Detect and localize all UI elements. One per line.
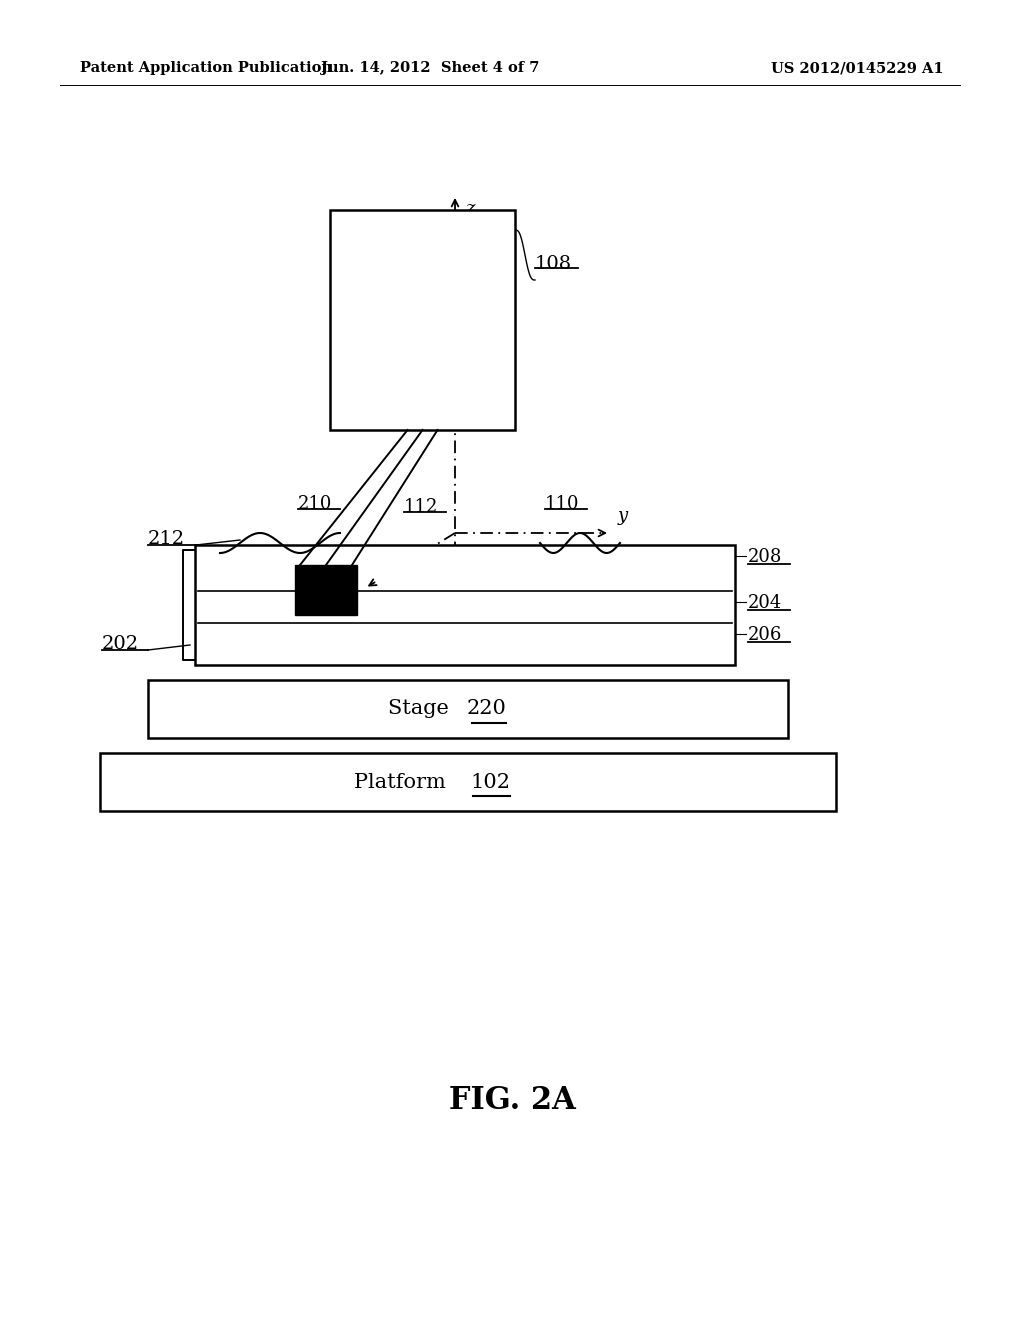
Bar xyxy=(148,680,788,738)
Text: x: x xyxy=(345,597,355,614)
Text: 102: 102 xyxy=(470,772,510,792)
Text: Platform: Platform xyxy=(354,772,453,792)
Text: 208: 208 xyxy=(748,548,782,566)
Text: Jun. 14, 2012  Sheet 4 of 7: Jun. 14, 2012 Sheet 4 of 7 xyxy=(321,61,540,75)
Text: 210: 210 xyxy=(298,495,333,513)
Text: 206: 206 xyxy=(748,626,782,644)
Text: 202: 202 xyxy=(102,635,139,653)
Text: 212: 212 xyxy=(148,531,185,548)
Text: z: z xyxy=(465,201,474,218)
Bar xyxy=(330,210,515,430)
Text: 204: 204 xyxy=(748,594,782,611)
Bar xyxy=(195,545,735,665)
Text: FIG. 2A: FIG. 2A xyxy=(449,1085,575,1115)
Text: Stage: Stage xyxy=(388,700,456,718)
Text: 108: 108 xyxy=(535,255,572,273)
Bar xyxy=(100,752,836,810)
Text: 220: 220 xyxy=(466,700,506,718)
Bar xyxy=(295,565,357,615)
Text: 110: 110 xyxy=(545,495,580,513)
Text: y: y xyxy=(618,507,628,525)
Text: Patent Application Publication: Patent Application Publication xyxy=(80,61,332,75)
Text: US 2012/0145229 A1: US 2012/0145229 A1 xyxy=(771,61,944,75)
Text: 112: 112 xyxy=(404,498,438,516)
